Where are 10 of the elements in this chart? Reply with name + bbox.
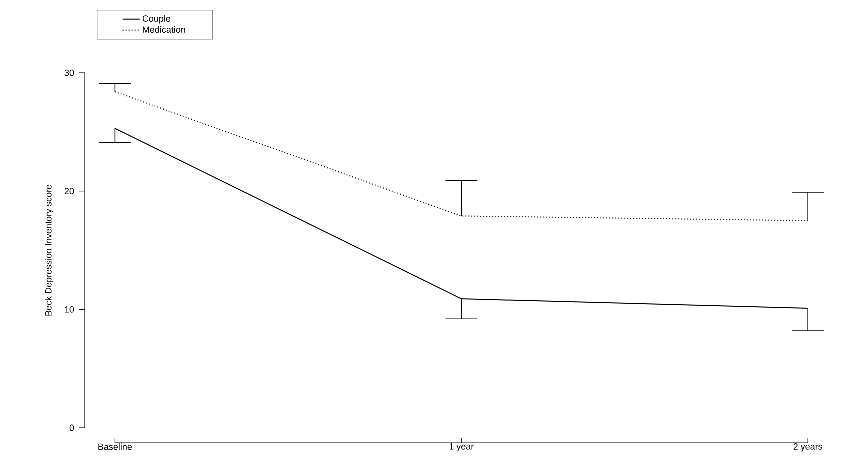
y-tick-label: 20 bbox=[64, 188, 74, 195]
x-tick-label: Baseline bbox=[98, 444, 132, 450]
legend-label: Medication bbox=[143, 26, 186, 34]
x-tick-label: 2 years bbox=[794, 444, 822, 452]
x-tick-label: 1 year bbox=[450, 444, 474, 452]
legend-label: Couple bbox=[142, 15, 171, 24]
y-tick-label: 0 bbox=[70, 424, 74, 432]
y-tick-label: 30 bbox=[64, 70, 74, 76]
y-axis-title: Beck Depression Inventory score bbox=[45, 184, 54, 316]
y-tick-label: 10 bbox=[65, 306, 74, 313]
